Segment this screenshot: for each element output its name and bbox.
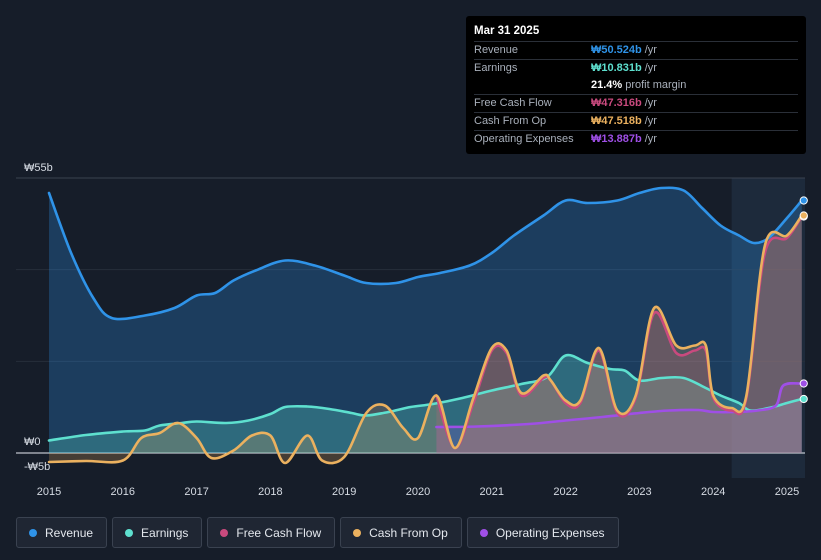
x-tick-label: 2015 [37,486,61,498]
legend-item-cash-from-op[interactable]: Cash From Op [340,517,462,548]
operating-expenses-end-marker [799,379,808,388]
earnings-area [49,355,802,453]
tooltip-row: Cash From Op ₩47.518b/yr [474,112,798,130]
legend-dot-icon [29,528,37,537]
tooltip-row-label [474,77,591,94]
legend-dot-icon [479,528,488,537]
tooltip-row-unit: /yr [644,62,657,74]
tooltip-row: Operating Expenses ₩13.887b/yr [474,130,798,148]
earnings-line [47,353,804,442]
legend-item-earnings[interactable]: Earnings [112,517,203,548]
tooltip-panel: Mar 31 2025 Revenue ₩50.524b/yr Earnings ₩1… [466,16,806,154]
operating-expenses-line [435,381,804,429]
free-cash-flow-area [436,216,802,453]
tooltip-row-value: ₩10.831b [591,62,642,74]
legend-dot-icon [353,528,362,537]
tooltip-row-unit: /yr [644,133,657,145]
tooltip-row-value: 21.4% [591,79,623,91]
x-tick-label: 2017 [184,486,208,498]
tooltip-row-label: Earnings [474,62,518,74]
x-tick-label: 2023 [627,486,651,498]
tooltip-row-value: ₩47.518b [591,115,642,127]
legend-dot-icon [220,528,229,537]
tooltip-row-label: Free Cash Flow [474,97,552,109]
x-tick-label: 2016 [111,486,135,498]
x-tick-label: 2025 [775,486,799,498]
y-axis-bottom-label: -₩5b [24,461,50,473]
x-tick-label: 2018 [258,486,282,498]
tooltip-row-unit: /yr [644,115,657,127]
legend-label: Operating Expenses [495,525,605,540]
earnings-end-marker [799,394,808,404]
legend-dot-icon [125,528,134,537]
legend-label: Earnings [141,525,189,540]
tooltip-row-value: ₩50.524b [591,44,642,56]
legend-label: Cash From Op [369,525,448,540]
tooltip-date: Mar 31 2025 [474,25,540,37]
y-axis-zero-label: ₩0 [24,436,41,448]
tooltip-row-unit: profit margin [625,79,687,91]
tooltip-row-unit: /yr [644,44,657,56]
tooltip-row: Free Cash Flow ₩47.316b/yr [474,94,798,112]
cash-from-op-line [47,214,804,465]
operating-expenses-area [436,383,802,453]
y-axis-top-label: ₩55b [24,162,53,174]
revenue-line [47,186,804,321]
legend-item-revenue[interactable]: Revenue [16,517,108,548]
tooltip-row-label: Cash From Op [474,115,547,127]
legend-item-operating-expenses[interactable]: Operating Expenses [466,517,619,548]
x-tick-label: 2021 [480,486,504,498]
legend-label: Free Cash Flow [236,525,322,540]
cash-from-op-end-marker [799,211,808,220]
x-tick-label: 2022 [553,486,577,498]
x-tick-label: 2019 [332,486,356,498]
revenue-end-marker [799,196,808,205]
legend-label: Revenue [45,525,94,540]
tooltip-row: 21.4% profit margin [474,77,798,94]
tooltip-row-value: ₩13.887b [591,133,642,145]
x-tick-label: 2024 [701,486,725,498]
tooltip-row-label: Operating Expenses [474,133,574,145]
tooltip-row-value: ₩47.316b [591,97,642,109]
tooltip-row-label: Revenue [474,44,519,56]
legend-item-free-cash-flow[interactable]: Free Cash Flow [207,517,336,548]
x-tick-label: 2020 [406,486,430,498]
tooltip-row: Revenue ₩50.524b/yr [474,41,798,59]
tooltip-row-unit: /yr [644,97,657,109]
revenue-area [49,187,802,453]
tooltip-row: Earnings ₩10.831b/yr [474,59,798,77]
legend: Revenue Earnings Free Cash Flow Cash From O… [16,517,619,548]
